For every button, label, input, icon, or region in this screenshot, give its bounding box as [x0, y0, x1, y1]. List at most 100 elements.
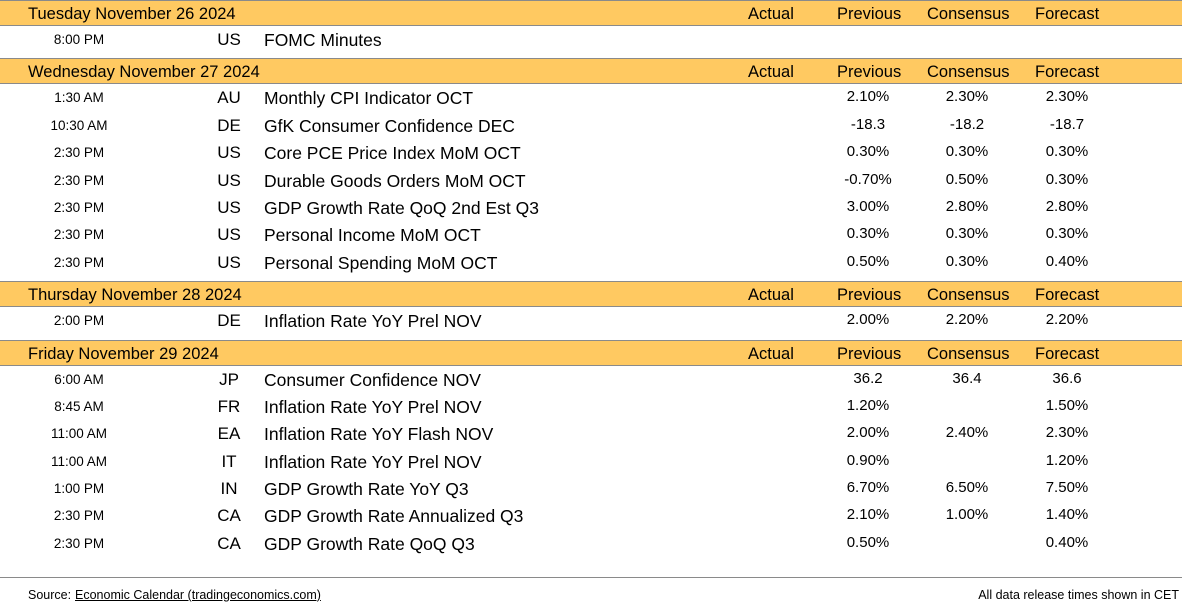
- event-previous: 36.2: [853, 369, 883, 387]
- event-forecast: 0.30%: [1045, 143, 1089, 161]
- event-country: DE: [217, 311, 241, 331]
- event-forecast: 0.40%: [1045, 533, 1089, 551]
- event-name: GDP Growth Rate Annualized Q3: [264, 506, 524, 527]
- event-time: 1:00 PM: [53, 481, 105, 497]
- event-forecast: 1.20%: [1045, 451, 1089, 469]
- event-forecast: 1.50%: [1045, 396, 1089, 414]
- event-previous: 2.00%: [846, 424, 890, 442]
- event-previous: 6.70%: [846, 479, 890, 497]
- event-country: CA: [217, 533, 241, 553]
- event-name: Inflation Rate YoY Prel NOV: [264, 451, 482, 472]
- forecast-column-header: Forecast: [1035, 344, 1100, 363]
- event-consensus: 2.20%: [945, 311, 989, 329]
- previous-column-header: Previous: [837, 63, 902, 82]
- actual-column-header: Actual: [748, 63, 794, 82]
- day-section: Tuesday November 26 2024 Actual Previous Co…: [0, 0, 1182, 58]
- event-name: GDP Growth Rate QoQ 2nd Est Q3: [264, 197, 539, 218]
- event-name: GfK Consumer Confidence DEC: [264, 115, 515, 136]
- event-country: DE: [217, 115, 241, 135]
- previous-column-header: Previous: [837, 286, 902, 305]
- event-row[interactable]: 11:00 AM IT Inflation Rate YoY Prel NOV 0.9…: [0, 448, 1182, 475]
- event-name: Consumer Confidence NOV: [264, 369, 481, 390]
- event-row[interactable]: 2:30 PM US Personal Spending MoM OCT 0.50% 0…: [0, 249, 1182, 276]
- event-consensus: 0.50%: [945, 170, 989, 188]
- timezone-note: All data release times shown in CET: [978, 588, 1179, 602]
- event-forecast: -18.7: [1049, 115, 1085, 133]
- event-previous: -0.70%: [844, 170, 892, 188]
- event-forecast: 2.30%: [1045, 88, 1089, 106]
- event-country: US: [217, 197, 241, 217]
- event-row[interactable]: 8:00 PM US FOMC Minutes: [0, 26, 1182, 53]
- event-country: US: [217, 170, 241, 190]
- day-title: Friday November 29 2024: [28, 344, 219, 363]
- actual-column-header: Actual: [748, 286, 794, 305]
- event-forecast: 0.30%: [1045, 170, 1089, 188]
- consensus-column-header: Consensus: [927, 5, 1010, 23]
- event-time: 2:30 PM: [53, 508, 105, 524]
- day-header: Thursday November 28 2024 Actual Previous C…: [0, 281, 1182, 308]
- event-consensus: 0.30%: [945, 252, 989, 270]
- event-name: GDP Growth Rate QoQ Q3: [264, 533, 475, 554]
- event-previous: 1.20%: [846, 396, 890, 414]
- event-previous: 0.30%: [846, 143, 890, 161]
- event-row[interactable]: 2:30 PM CA GDP Growth Rate Annualized Q3 2.…: [0, 502, 1182, 529]
- event-country: AU: [217, 88, 241, 108]
- event-row[interactable]: 6:00 AM JP Consumer Confidence NOV 36.2 36.4…: [0, 366, 1182, 393]
- event-name: FOMC Minutes: [264, 30, 382, 50]
- event-name: Inflation Rate YoY Flash NOV: [264, 424, 494, 445]
- source-link[interactable]: Economic Calendar (tradingeconomics.com): [75, 588, 321, 602]
- event-forecast: 2.20%: [1045, 311, 1089, 329]
- consensus-column-header: Consensus: [927, 63, 1010, 82]
- consensus-column-header: Consensus: [927, 344, 1010, 363]
- event-previous: 2.00%: [846, 311, 890, 329]
- event-row[interactable]: 2:30 PM CA GDP Growth Rate QoQ Q3 0.50% 0.40…: [0, 530, 1182, 557]
- event-country: CA: [217, 506, 241, 526]
- event-row[interactable]: 2:30 PM US Durable Goods Orders MoM OCT -0.…: [0, 167, 1182, 194]
- event-name: GDP Growth Rate YoY Q3: [264, 479, 469, 500]
- forecast-column-header: Forecast: [1035, 286, 1100, 305]
- day-title: Thursday November 28 2024: [28, 286, 242, 305]
- event-forecast: 0.30%: [1045, 225, 1089, 243]
- event-forecast: 1.40%: [1045, 506, 1089, 524]
- day-title: Tuesday November 26 2024: [28, 5, 236, 23]
- event-consensus: -18.2: [949, 115, 985, 133]
- event-country: FR: [217, 396, 241, 416]
- event-time: 6:00 AM: [54, 371, 104, 387]
- event-country: IN: [220, 479, 238, 499]
- event-row[interactable]: 2:30 PM US Core PCE Price Index MoM OCT 0.3…: [0, 139, 1182, 166]
- event-time: 2:30 PM: [53, 254, 105, 270]
- event-row[interactable]: 8:45 AM FR Inflation Rate YoY Prel NOV 1.20…: [0, 393, 1182, 420]
- event-forecast: 36.6: [1052, 369, 1082, 387]
- event-country: JP: [219, 369, 239, 389]
- event-time: 8:45 AM: [54, 398, 104, 414]
- event-consensus: 0.30%: [945, 225, 989, 243]
- event-country: US: [217, 225, 241, 245]
- event-time: 10:30 AM: [50, 117, 108, 133]
- event-name: Personal Income MoM OCT: [264, 225, 481, 246]
- event-row[interactable]: 10:30 AM DE GfK Consumer Confidence DEC -18…: [0, 112, 1182, 139]
- event-time: 1:30 AM: [54, 90, 104, 106]
- event-time: 2:30 PM: [53, 227, 105, 243]
- event-country: EA: [217, 424, 241, 444]
- event-row[interactable]: 1:30 AM AU Monthly CPI Indicator OCT 2.10% 2…: [0, 84, 1182, 111]
- event-row[interactable]: 2:30 PM US GDP Growth Rate QoQ 2nd Est Q3 3…: [0, 194, 1182, 221]
- event-name: Personal Spending MoM OCT: [264, 252, 498, 273]
- event-consensus: 1.00%: [945, 506, 989, 524]
- event-row[interactable]: 2:00 PM DE Inflation Rate YoY Prel NOV 2.00…: [0, 307, 1182, 334]
- previous-column-header: Previous: [837, 5, 902, 23]
- section-spacer: [0, 557, 1182, 562]
- event-time: 8:00 PM: [53, 32, 105, 47]
- day-header: Wednesday November 27 2024 Actual Previous…: [0, 58, 1182, 85]
- event-country: US: [217, 252, 241, 272]
- event-forecast: 0.40%: [1045, 252, 1089, 270]
- event-name: Durable Goods Orders MoM OCT: [264, 170, 526, 191]
- event-time: 2:30 PM: [53, 172, 105, 188]
- event-time: 2:00 PM: [53, 313, 105, 329]
- event-row[interactable]: 1:00 PM IN GDP Growth Rate YoY Q3 6.70% 6.50…: [0, 475, 1182, 502]
- event-consensus: 2.40%: [945, 424, 989, 442]
- event-row[interactable]: 11:00 AM EA Inflation Rate YoY Flash NOV 2.…: [0, 420, 1182, 447]
- event-time: 2:30 PM: [53, 535, 105, 551]
- event-previous: 2.10%: [846, 506, 890, 524]
- forecast-column-header: Forecast: [1035, 5, 1100, 23]
- event-row[interactable]: 2:30 PM US Personal Income MoM OCT 0.30% 0.3…: [0, 221, 1182, 248]
